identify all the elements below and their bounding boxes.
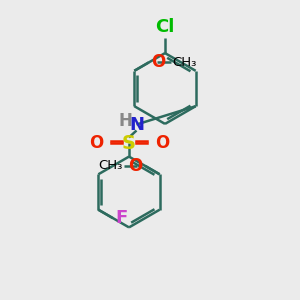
Text: O: O [155, 134, 169, 152]
Text: O: O [89, 134, 103, 152]
Text: F: F [115, 209, 128, 227]
Text: O: O [129, 157, 143, 175]
Text: CH₃: CH₃ [98, 159, 122, 172]
Text: H: H [118, 112, 132, 130]
Text: Cl: Cl [155, 18, 175, 36]
Text: S: S [122, 134, 136, 153]
Text: CH₃: CH₃ [173, 56, 197, 69]
Text: O: O [151, 53, 165, 71]
Text: N: N [129, 116, 144, 134]
